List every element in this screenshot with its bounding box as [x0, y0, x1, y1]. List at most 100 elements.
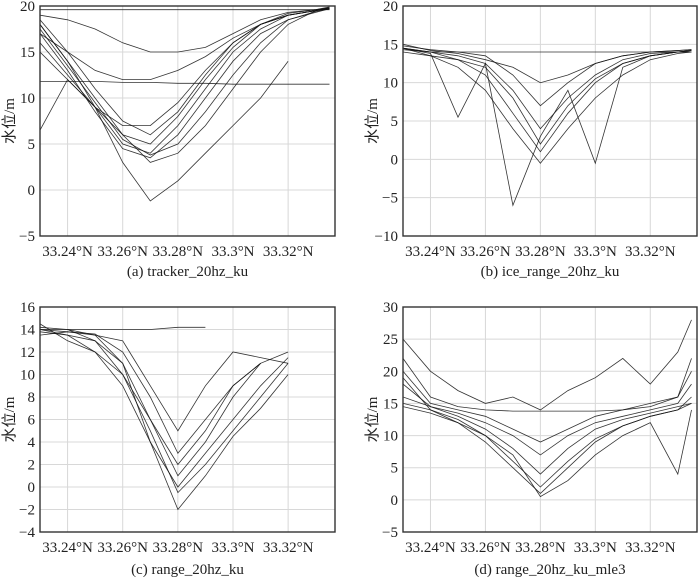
- x-tick-label: 33.3°N: [574, 244, 617, 260]
- y-tick-label: 20: [383, 0, 398, 15]
- series-group: [403, 43, 692, 207]
- y-axis-label: 水位/m: [1, 396, 18, 442]
- y-tick-label: 2: [28, 458, 36, 474]
- series-line-7: [40, 7, 330, 53]
- y-tick-label: 5: [391, 114, 399, 130]
- y-tick-label: 25: [383, 332, 398, 348]
- y-tick-label: 10: [20, 368, 35, 384]
- subplot-c: 33.24°N 33.26°N 33.28°N 33.3°N 33.32°N −4 −2 0 2…: [1, 300, 336, 578]
- y-tick-label: 14: [20, 323, 36, 339]
- series-line-8: [403, 47, 692, 207]
- series-line-7: [40, 323, 289, 494]
- y-tick-label: 4: [28, 435, 36, 451]
- series-line-1: [40, 7, 330, 154]
- y-tick-label: −4: [19, 525, 35, 541]
- y-tick-label: 10: [20, 91, 35, 107]
- y-axis-label: 水位/m: [1, 98, 18, 144]
- y-tick-label: 5: [28, 137, 36, 153]
- x-tick-label: 33.28°N: [153, 244, 204, 260]
- y-tick-label: 16: [20, 300, 36, 316]
- plot-frame: [39, 5, 336, 237]
- x-tick-label: 33.26°N: [97, 244, 148, 260]
- y-axis-label: 水位/m: [364, 396, 381, 442]
- y-tick-label: 0: [391, 493, 399, 509]
- series-line-6: [40, 7, 330, 80]
- series-line-7: [403, 50, 692, 145]
- subplot-caption: (a) tracker_20hz_ku: [127, 264, 249, 280]
- y-tick-label: −10: [375, 229, 398, 245]
- y-tick-label: 10: [383, 429, 398, 445]
- y-tick-label: 0: [28, 480, 36, 496]
- series-line-4: [403, 358, 692, 412]
- series-line-7: [403, 371, 692, 443]
- y-tick-label: 0: [28, 183, 36, 199]
- series-line-2: [403, 396, 692, 475]
- y-tick-label: −2: [19, 503, 35, 519]
- series-line-12: [40, 8, 330, 156]
- subplot-d: 33.24°N 33.26°N 33.28°N 33.3°N 33.32°N −5 0 5 10…: [364, 300, 698, 578]
- series-line-3: [40, 331, 289, 488]
- y-tick-label: −5: [19, 229, 35, 245]
- series-line-5: [403, 47, 692, 164]
- y-tick-label: 15: [20, 45, 35, 61]
- y-tick-label: 0: [391, 152, 399, 168]
- series-line-5: [403, 403, 692, 494]
- subplot-caption: (d) range_20hz_ku_mle3: [474, 562, 625, 578]
- x-tick-label: 33.3°N: [211, 244, 254, 260]
- series-line-8: [403, 377, 692, 498]
- x-tick-label: 33.3°N: [574, 540, 617, 556]
- x-tick-label: 33.32°N: [263, 540, 314, 556]
- x-tick-label: 33.32°N: [625, 244, 676, 260]
- series-line-6: [403, 43, 692, 84]
- y-tick-label: 5: [391, 461, 399, 477]
- series-line-4: [40, 6, 330, 136]
- subplot-caption: (c) range_20hz_ku: [131, 562, 244, 578]
- plot-frame: [402, 306, 698, 533]
- y-tick-label: 15: [383, 396, 398, 412]
- y-tick-label: 20: [20, 0, 35, 15]
- y-tick-label: −5: [382, 191, 398, 207]
- x-tick-label: 33.26°N: [460, 244, 511, 260]
- series-line-6: [40, 331, 289, 432]
- x-tick-label: 33.28°N: [515, 244, 566, 260]
- x-tick-label: 33.24°N: [405, 244, 456, 260]
- x-tick-label: 33.26°N: [97, 540, 148, 556]
- series-line-2: [40, 329, 261, 455]
- series-group: [40, 6, 330, 202]
- y-tick-label: 30: [383, 300, 398, 316]
- y-tick-label: 12: [20, 345, 35, 361]
- y-tick-label: −5: [382, 525, 398, 541]
- x-tick-label: 33.24°N: [405, 540, 456, 556]
- x-tick-label: 33.24°N: [42, 540, 93, 556]
- series-line-3: [403, 45, 692, 107]
- series-line-3: [40, 7, 330, 145]
- y-axis-label: 水位/m: [364, 98, 381, 144]
- plot-frame: [402, 5, 698, 237]
- x-tick-label: 33.3°N: [211, 540, 254, 556]
- series-line-10: [40, 60, 289, 202]
- plot-frame: [39, 306, 336, 533]
- subplot-b: 33.24°N 33.26°N 33.28°N 33.3°N 33.32°N −10 −5 0…: [364, 0, 698, 280]
- series-line-6: [403, 319, 692, 411]
- y-tick-label: 8: [28, 390, 36, 406]
- x-tick-label: 33.32°N: [625, 540, 676, 556]
- x-tick-label: 33.28°N: [515, 540, 566, 556]
- series-line-8: [67, 329, 289, 511]
- y-tick-label: 15: [383, 37, 398, 53]
- series-line-1: [40, 326, 289, 477]
- subplot-a: 33.24°N 33.26°N 33.28°N 33.3°N 33.32°N −5 0 5 10…: [1, 0, 336, 280]
- series-group: [40, 323, 289, 511]
- series-line-3: [403, 383, 692, 456]
- x-tick-label: 33.24°N: [42, 244, 93, 260]
- y-tick-label: 6: [28, 413, 36, 429]
- subplot-caption: (b) ice_range_20hz_ku: [481, 264, 620, 280]
- y-tick-label: 10: [383, 76, 398, 92]
- series-line-8: [40, 81, 330, 85]
- x-tick-label: 33.26°N: [460, 540, 511, 556]
- series-line-5: [40, 329, 261, 466]
- series-group: [403, 319, 692, 498]
- series-line-2: [403, 47, 692, 130]
- series-line-11: [40, 7, 330, 163]
- x-tick-label: 33.32°N: [263, 244, 314, 260]
